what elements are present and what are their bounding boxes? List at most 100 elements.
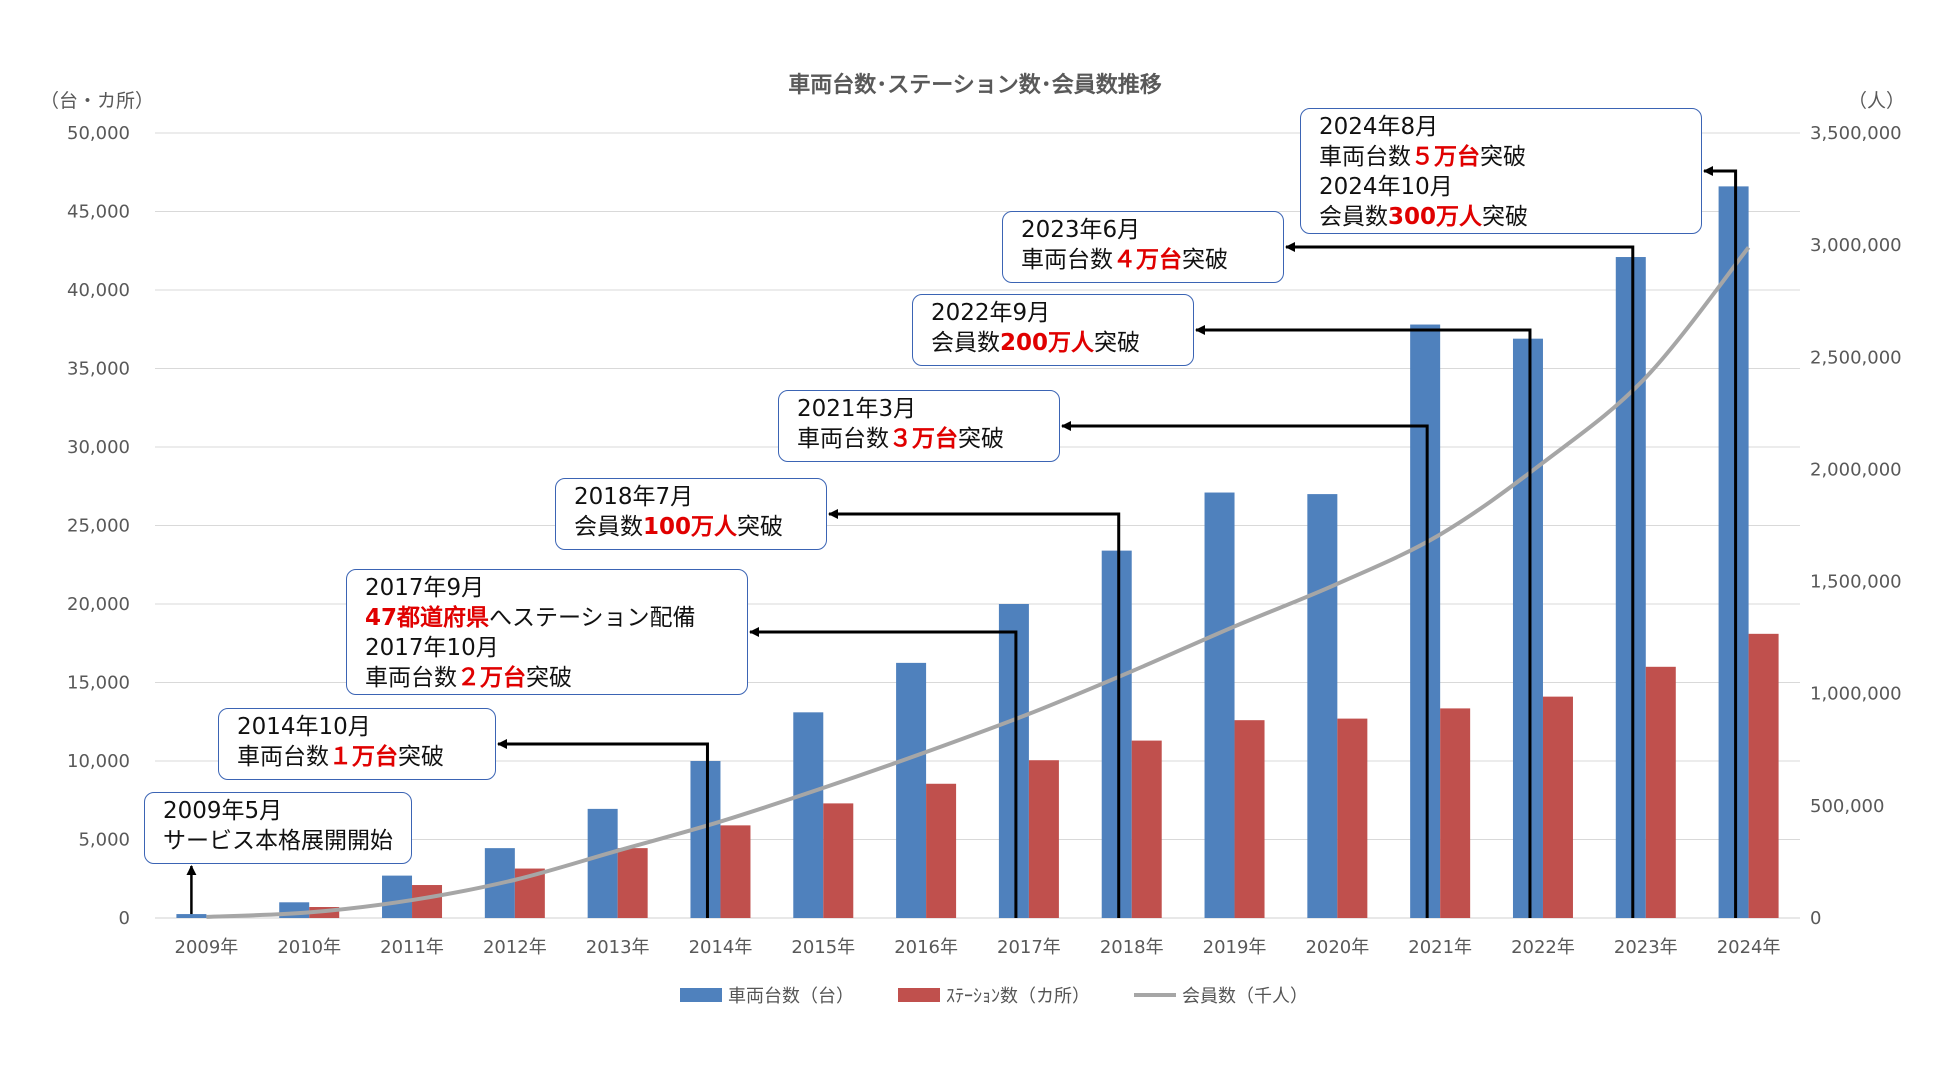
left-tick-label: 45,000 — [67, 202, 130, 223]
legend-swatch-members — [1134, 993, 1176, 997]
x-tick-label: 2018年 — [1100, 937, 1164, 958]
callout-line: 車両台数５万台突破 — [1319, 142, 1683, 172]
annotation-arrow — [497, 739, 709, 918]
callout-text: 2009年5月 — [163, 798, 283, 824]
callout-line: 2017年9月 — [365, 573, 729, 603]
bar-vehicles — [793, 712, 824, 918]
bar-stations — [1440, 708, 1471, 918]
bar-stations — [412, 885, 443, 918]
x-tick-label: 2011年 — [380, 937, 444, 958]
bar-vehicles — [1410, 324, 1441, 918]
annotation-arrow — [1195, 325, 1532, 918]
callout-highlight: ２万台 — [457, 665, 526, 691]
x-tick-label: 2013年 — [586, 937, 650, 958]
callout-text: 突破 — [737, 514, 784, 540]
callout-a2018: 2018年7月 会員数100万人突破 — [555, 478, 827, 550]
callout-text: 突破 — [526, 665, 572, 691]
callout-line: 車両台数２万台突破 — [365, 663, 729, 693]
callout-a2017: 2017年9月 47都道府県へステーション配備 2017年10月 車両台数２万台突破 — [346, 569, 748, 695]
callout-text: 2024年10月 — [1319, 174, 1453, 200]
bar-vehicles — [1204, 492, 1235, 918]
callout-text: 車両台数 — [797, 426, 889, 452]
bar-vehicles — [1718, 186, 1749, 918]
bar-vehicles — [896, 662, 927, 918]
callout-highlight: ４万台 — [1113, 247, 1182, 273]
bar-vehicles — [176, 914, 207, 918]
x-tick-label: 2014年 — [689, 937, 753, 958]
x-tick-label: 2019年 — [1203, 937, 1267, 958]
bar-stations — [1131, 740, 1162, 918]
bar-vehicles — [1101, 550, 1132, 918]
bar-stations — [1542, 696, 1573, 918]
bar-stations — [926, 783, 957, 918]
callout-text: 2021年3月 — [797, 396, 917, 422]
bar-stations — [1748, 633, 1779, 918]
callout-a2022: 2022年9月 会員数200万人突破 — [912, 294, 1194, 366]
callout-highlight: 100万人 — [643, 514, 738, 540]
callout-line: サービス本格展開開始 — [163, 826, 393, 856]
x-tick-label: 2023年 — [1614, 937, 1678, 958]
callout-text: 突破 — [958, 426, 1004, 452]
bar-stations — [823, 803, 854, 918]
right-tick-label: 3,000,000 — [1810, 235, 1902, 256]
legend-item-stations: ｽﾃｰｼｮﾝ数（カ所） — [898, 982, 1090, 1008]
right-tick-label: 2,000,000 — [1810, 459, 1902, 480]
bar-vehicles — [690, 761, 721, 918]
left-tick-label: 20,000 — [67, 594, 130, 615]
callout-highlight: １万台 — [329, 744, 398, 770]
annotation-arrow — [1703, 166, 1738, 918]
legend-label-members: 会員数（千人） — [1182, 986, 1308, 1007]
x-tick-label: 2024年 — [1717, 937, 1781, 958]
bar-vehicles — [998, 604, 1029, 918]
callout-a2023: 2023年6月 車両台数４万台突破 — [1002, 211, 1284, 283]
right-tick-label: 500,000 — [1810, 796, 1884, 817]
legend-swatch-vehicles — [680, 988, 722, 1002]
left-tick-label: 15,000 — [67, 673, 130, 694]
callout-highlight: ３万台 — [889, 426, 958, 452]
callout-text: 車両台数 — [1319, 144, 1411, 170]
bar-vehicles — [1307, 494, 1338, 918]
callout-highlight: 200万人 — [1000, 330, 1095, 356]
axes: 0 5,000 10,000 15,000 20,000 25,000 30,000 35,0… — [67, 123, 1902, 958]
callout-line: 2022年9月 — [931, 298, 1175, 328]
callout-text: 2024年8月 — [1319, 114, 1439, 140]
callout-text: 2017年10月 — [365, 635, 499, 661]
callout-text: 会員数 — [574, 514, 643, 540]
callout-text: サービス本格展開開始 — [163, 828, 393, 854]
callout-text: 2014年10月 — [237, 714, 371, 740]
annotation-arrow — [1061, 421, 1429, 918]
callout-line: 車両台数３万台突破 — [797, 424, 1041, 454]
callout-line: 2021年3月 — [797, 394, 1041, 424]
callout-text: 突破 — [398, 744, 444, 770]
legend-swatch-stations — [898, 988, 940, 1002]
annotation-arrow — [749, 627, 1018, 918]
left-tick-label: 50,000 — [67, 123, 130, 144]
bar-stations — [1337, 718, 1368, 918]
callout-line: 車両台数４万台突破 — [1021, 245, 1265, 275]
bar-series — [176, 186, 1779, 918]
annotation-arrow — [1285, 242, 1635, 918]
legend-label-vehicles: 車両台数（台） — [728, 986, 854, 1007]
callout-line: 2024年8月 — [1319, 112, 1683, 142]
callout-text: 会員数 — [931, 330, 1000, 356]
left-tick-label: 30,000 — [67, 437, 130, 458]
annotation-arrow — [828, 509, 1121, 918]
callout-text: 車両台数 — [365, 665, 457, 691]
annotation-arrows — [186, 166, 1738, 918]
right-tick-label: 3,500,000 — [1810, 123, 1902, 144]
legend-label-stations: ｽﾃｰｼｮﾝ数（カ所） — [946, 986, 1090, 1007]
left-axis-label: （台・カ所） — [40, 90, 154, 112]
callout-text: 2022年9月 — [931, 300, 1051, 326]
callout-highlight: 300万人 — [1388, 204, 1483, 230]
x-tick-label: 2020年 — [1305, 937, 1369, 958]
x-tick-label: 2017年 — [997, 937, 1061, 958]
left-tick-label: 25,000 — [67, 516, 130, 537]
callout-a2014: 2014年10月 車両台数１万台突破 — [218, 708, 496, 780]
bar-stations — [1028, 760, 1059, 918]
left-tick-label: 5,000 — [78, 830, 130, 851]
callout-highlight: 47都道府県 — [365, 605, 490, 631]
bar-vehicles — [587, 808, 618, 918]
callout-text: 車両台数 — [237, 744, 329, 770]
callout-text: 2018年7月 — [574, 484, 694, 510]
callout-line: 会員数300万人突破 — [1319, 202, 1683, 232]
